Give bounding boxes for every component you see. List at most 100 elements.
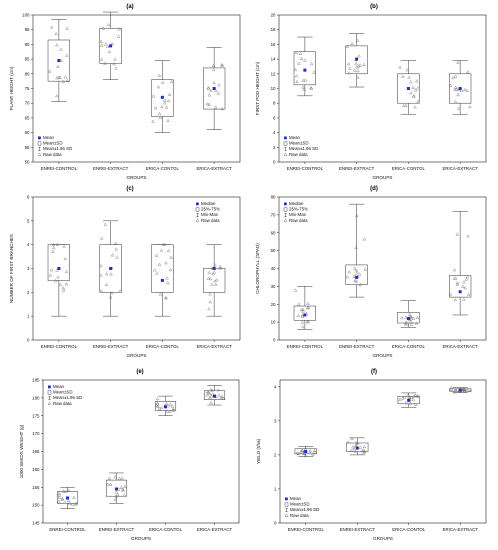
raw-data-point — [455, 281, 460, 285]
raw-data-point — [153, 106, 158, 110]
legend-marker-box — [284, 502, 289, 507]
panel-title: (d) — [370, 186, 378, 192]
y-tick-label: 185 — [32, 378, 40, 383]
raw-data-point — [459, 88, 464, 92]
y-tick-label: 50 — [25, 160, 30, 165]
raw-data-point — [64, 269, 69, 273]
raw-data-point — [107, 50, 111, 54]
raw-data-point — [121, 488, 125, 492]
raw-data-point — [463, 286, 467, 290]
y-tick-label: 30 — [271, 284, 276, 289]
raw-data-point — [59, 47, 63, 51]
legend-marker-raw — [37, 152, 42, 156]
y-tick-label: 8 — [273, 101, 276, 106]
center-marker — [406, 317, 410, 321]
raw-data-point — [413, 402, 418, 406]
raw-data-point — [212, 81, 216, 85]
x-tick-label: ENREI-EXTRACT — [93, 166, 129, 171]
raw-data-point — [118, 289, 122, 293]
center-marker — [458, 388, 462, 392]
center-marker — [355, 57, 359, 61]
raw-data-point — [115, 255, 119, 259]
y-tick-label: 150 — [32, 503, 40, 508]
center-marker — [57, 267, 61, 270]
y-tick-label: 18 — [271, 27, 276, 32]
raw-data-point — [114, 66, 118, 70]
raw-data-point — [411, 398, 415, 402]
raw-data-point — [416, 394, 420, 398]
box — [449, 275, 472, 298]
raw-data-point — [163, 296, 168, 300]
raw-data-point — [408, 312, 412, 316]
y-tick-label: 80 — [271, 195, 276, 200]
raw-data-point — [448, 83, 453, 87]
legend-marker-box — [283, 141, 288, 146]
raw-data-point — [65, 79, 70, 83]
raw-data-point — [294, 74, 299, 78]
y-tick-label: 75 — [25, 86, 30, 91]
raw-data-point — [165, 276, 169, 280]
raw-data-point — [61, 489, 66, 493]
legend-label: Raw data — [290, 513, 309, 518]
raw-data-point — [119, 485, 124, 489]
raw-data-point — [466, 70, 470, 74]
raw-data-point — [55, 43, 59, 47]
raw-data-point — [171, 406, 175, 410]
y-tick-label: 85 — [25, 57, 30, 62]
raw-data-point — [211, 63, 216, 67]
raw-data-point — [300, 448, 304, 452]
y-tick-label: 170 — [32, 431, 40, 436]
raw-data-point — [49, 268, 54, 272]
raw-data-point — [165, 409, 169, 413]
raw-data-point — [452, 276, 456, 280]
raw-data-point — [51, 242, 56, 246]
raw-data-point — [48, 273, 53, 277]
raw-data-point — [354, 62, 358, 66]
raw-data-point — [457, 106, 461, 110]
box — [47, 244, 70, 281]
raw-data-point — [161, 242, 166, 246]
x-tick-label: ENREI-CONTROL — [288, 527, 325, 532]
raw-data-point — [110, 253, 115, 257]
x-axis-label: GROUPS — [373, 353, 393, 358]
raw-data-point — [353, 449, 357, 453]
legend-label: Min-Max — [201, 212, 219, 217]
raw-data-point — [117, 27, 121, 31]
center-marker — [160, 95, 164, 99]
raw-data-point — [404, 322, 408, 326]
raw-data-point — [413, 393, 417, 397]
raw-data-point — [298, 51, 303, 55]
raw-data-point — [218, 266, 222, 270]
raw-data-point — [153, 268, 157, 272]
raw-data-point — [158, 115, 163, 119]
y-tick-label: 6 — [273, 115, 276, 120]
panel-title: (c) — [126, 186, 133, 192]
raw-data-point — [104, 272, 109, 276]
raw-data-point — [297, 61, 301, 65]
raw-data-point — [216, 388, 221, 392]
raw-data-point — [468, 105, 472, 109]
raw-data-point — [60, 497, 64, 501]
raw-data-point — [362, 444, 367, 448]
raw-data-point — [455, 87, 459, 91]
raw-data-point — [464, 277, 469, 281]
raw-data-point — [416, 86, 420, 90]
raw-data-point — [57, 495, 61, 499]
raw-data-point — [449, 387, 454, 391]
y-axis-label: YIELD (t/ha) — [256, 438, 261, 464]
center-marker — [355, 446, 359, 450]
x-tick-label: ENREI-CONTROL — [41, 166, 78, 171]
raw-data-point — [408, 401, 413, 405]
y-tick-label: 155 — [32, 485, 40, 490]
raw-data-point — [58, 282, 62, 287]
legend-label: Mean±SD — [43, 141, 63, 146]
raw-data-point — [160, 105, 164, 109]
raw-data-point — [112, 62, 116, 66]
raw-data-point — [58, 75, 62, 79]
raw-data-point — [453, 100, 458, 104]
raw-data-point — [155, 404, 160, 408]
raw-data-point — [61, 286, 65, 290]
raw-data-point — [100, 236, 104, 240]
raw-data-point — [297, 302, 301, 306]
raw-data-point — [405, 68, 410, 72]
